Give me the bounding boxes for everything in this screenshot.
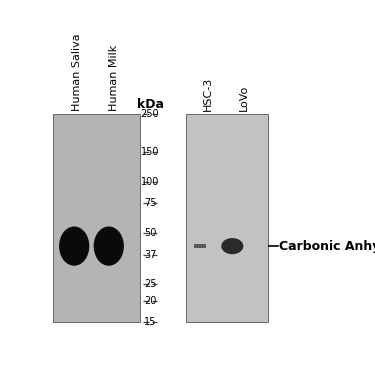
- Text: 15: 15: [144, 317, 156, 327]
- Text: 75: 75: [144, 198, 156, 208]
- Text: HSC-3: HSC-3: [202, 77, 213, 111]
- Text: 100: 100: [141, 177, 159, 187]
- Bar: [194, 244, 206, 248]
- Text: Human Milk: Human Milk: [110, 45, 119, 111]
- Text: Human Saliva: Human Saliva: [72, 34, 82, 111]
- Bar: [53, 114, 140, 322]
- Text: LoVo: LoVo: [239, 85, 249, 111]
- Text: 50: 50: [144, 228, 156, 238]
- Bar: [186, 114, 268, 322]
- Ellipse shape: [221, 238, 243, 254]
- Text: 20: 20: [144, 296, 156, 306]
- Text: 25: 25: [144, 279, 156, 290]
- Text: Carbonic Anhydrase VI: Carbonic Anhydrase VI: [279, 240, 375, 253]
- Ellipse shape: [59, 226, 89, 266]
- Text: 150: 150: [141, 147, 159, 157]
- Text: 37: 37: [144, 251, 156, 261]
- Text: kDa: kDa: [136, 98, 164, 111]
- Ellipse shape: [94, 226, 124, 266]
- Text: 250: 250: [141, 109, 159, 119]
